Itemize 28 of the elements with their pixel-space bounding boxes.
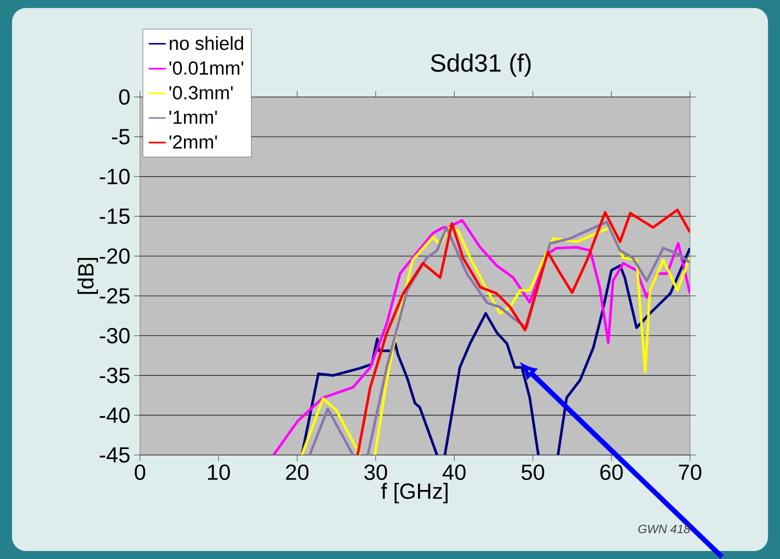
y-tick-label: -15 [100,208,130,224]
x-tick-label: 60 [600,464,623,480]
legend-label: no shield [170,36,244,50]
legend-label: '0.01mm' [170,61,244,75]
legend-label: '2mm' [170,135,217,148]
y-tick-label: -10 [100,168,130,184]
y-axis-title: [dB] [78,258,98,294]
y-tick-label: -45 [100,447,130,462]
x-tick-label: 50 [522,464,544,480]
y-tick-label: -5 [112,128,130,144]
chart-title: Sdd31 (f) [430,53,531,77]
x-tick-label: 0 [134,464,146,480]
y-tick-label: -30 [100,328,130,344]
x-tick-label: 30 [364,464,388,480]
x-tick-label: 40 [442,464,466,480]
x-axis-title: f [GHz] [381,482,448,504]
y-tick-label: -25 [100,288,130,304]
legend-label: '0.3mm' [170,86,233,100]
y-tick-label: 0 [119,88,130,105]
y-tick-label: -20 [100,248,130,264]
x-tick-label: 20 [286,464,308,480]
line-series [356,208,690,455]
x-tick-label: 10 [208,464,230,480]
legend-label: '1mm' [170,110,217,124]
y-tick-label: -40 [100,407,130,423]
text: GWN 418 [638,524,690,533]
x-tick-label: 70 [678,464,702,480]
y-tick-label: -35 [100,367,130,383]
